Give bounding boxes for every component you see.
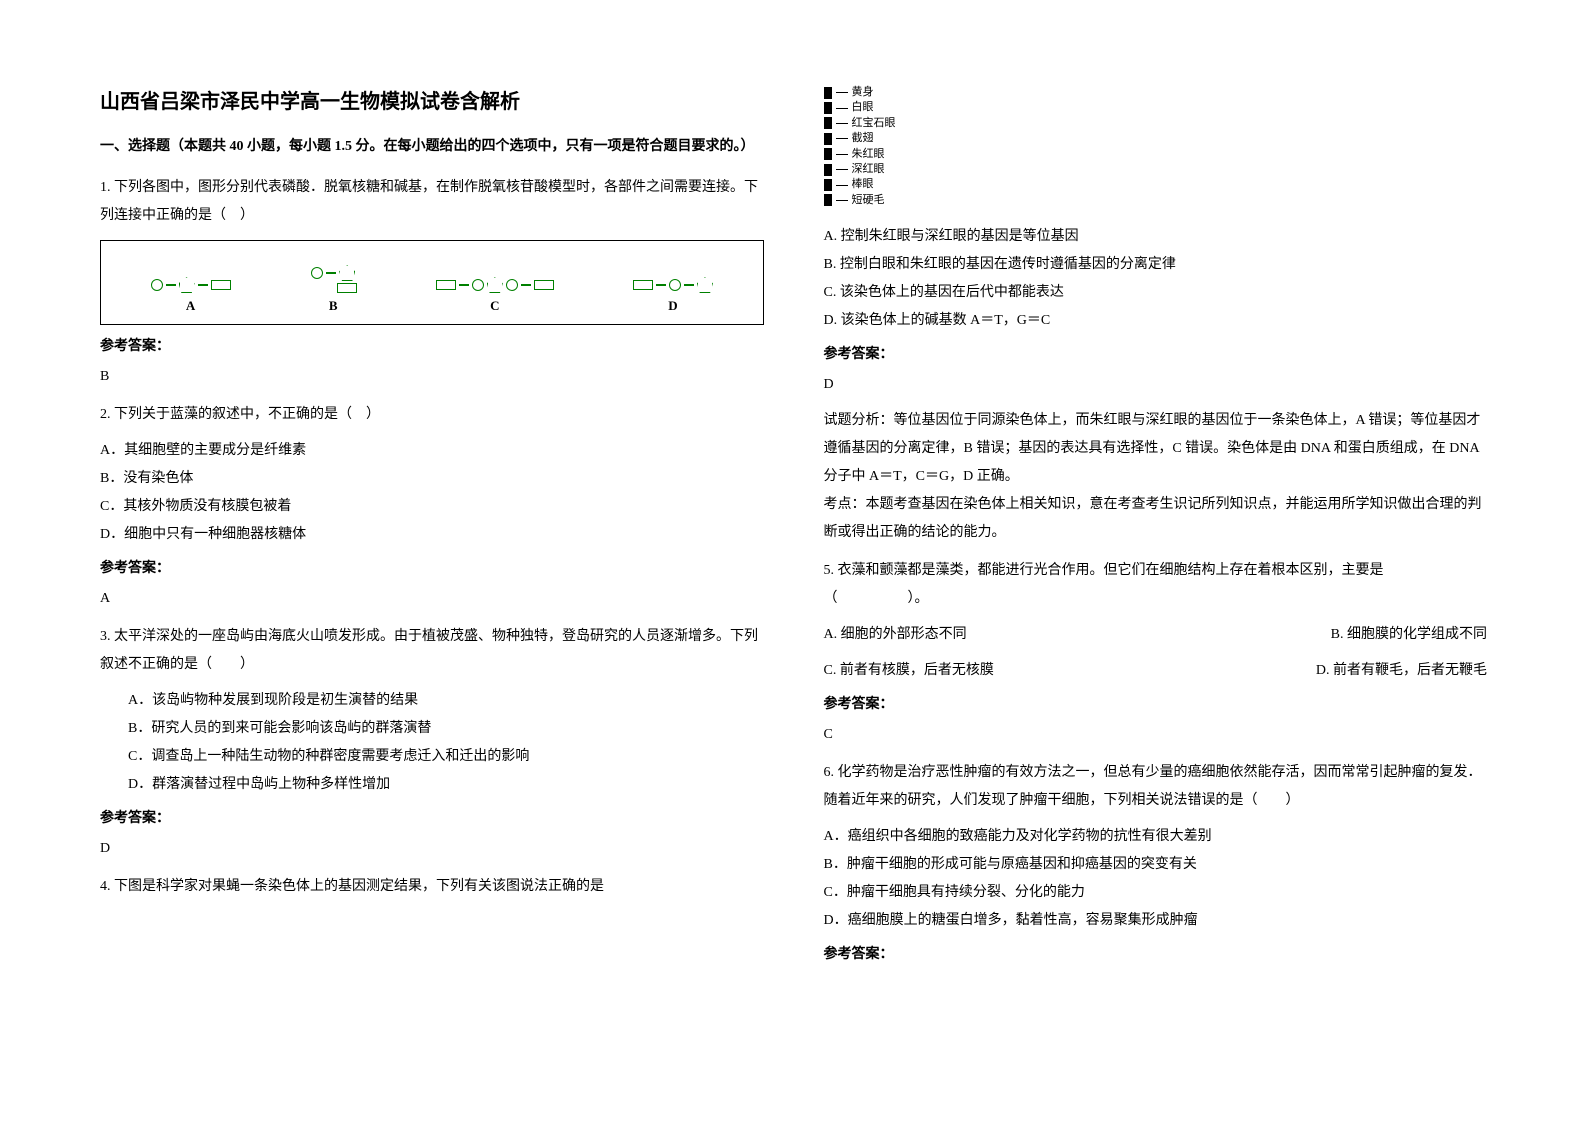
q5-option-a: A. 细胞的外部形态不同 <box>824 621 967 649</box>
diagram-label-d: D <box>668 298 677 314</box>
q1-diagram: A B C <box>100 240 764 325</box>
question-3-text: 3. 太平洋深处的一座岛屿由海底火山喷发形成。由于植被茂盛、物种独特，登岛研究的… <box>100 623 764 679</box>
left-column: 山西省吕梁市泽民中学高一生物模拟试卷含解析 一、选择题（本题共 40 小题，每小… <box>100 85 764 973</box>
legend-item-0: 黄身 <box>824 85 1488 100</box>
q4-legend: 黄身 白眼 红宝石眼 截翅 朱红眼 深红眼 棒眼 短硬毛 <box>824 85 1488 208</box>
legend-item-2: 红宝石眼 <box>824 116 1488 131</box>
question-4-options: A. 控制朱红眼与深红眼的基因是等位基因 B. 控制白眼和朱红眼的基因在遗传时遵… <box>824 223 1488 547</box>
question-5: 5. 衣藻和颤藻都是藻类，都能进行光合作用。但它们在细胞结构上存在着根本区别，主… <box>824 557 1488 749</box>
q6-option-d: D．癌细胞膜上的糖蛋白增多，黏着性高，容易聚集形成肿瘤 <box>824 907 1488 935</box>
q3-answer-label: 参考答案： <box>100 807 764 827</box>
q1-answer: B <box>100 363 764 391</box>
q3-option-a: A．该岛屿物种发展到现阶段是初生演替的结果 <box>128 687 764 715</box>
legend-item-6: 棒眼 <box>824 177 1488 192</box>
q6-option-a: A．癌组织中各细胞的致癌能力及对化学药物的抗性有很大差别 <box>824 823 1488 851</box>
diagram-label-b: B <box>329 298 338 314</box>
q2-option-a: A．其细胞壁的主要成分是纤维素 <box>100 437 764 465</box>
q4-option-d: D. 该染色体上的碱基数 A＝T，G＝C <box>824 307 1488 335</box>
q4-note: 考点：本题考查基因在染色体上相关知识，意在考查考生识记所列知识点，并能运用所学知… <box>824 491 1488 547</box>
question-4-start: 4. 下图是科学家对果蝇一条染色体上的基因测定结果，下列有关该图说法正确的是 <box>100 873 764 901</box>
diagram-label-c: C <box>490 298 499 314</box>
q5-answer: C <box>824 721 1488 749</box>
q5-option-b: B. 细胞膜的化学组成不同 <box>1331 621 1487 649</box>
q5-options-row1: A. 细胞的外部形态不同 B. 细胞膜的化学组成不同 <box>824 621 1488 649</box>
q4-option-b: B. 控制白眼和朱红眼的基因在遗传时遵循基因的分离定律 <box>824 251 1488 279</box>
q3-option-d: D．群落演替过程中岛屿上物种多样性增加 <box>128 771 764 799</box>
q4-option-c: C. 该染色体上的基因在后代中都能表达 <box>824 279 1488 307</box>
question-5-text: 5. 衣藻和颤藻都是藻类，都能进行光合作用。但它们在细胞结构上存在着根本区别，主… <box>824 557 1488 613</box>
diagram-option-a: A <box>151 277 231 314</box>
q6-option-c: C．肿瘤干细胞具有持续分裂、分化的能力 <box>824 879 1488 907</box>
question-6: 6. 化学药物是治疗恶性肿瘤的有效方法之一，但总有少量的癌细胞依然能存活，因而常… <box>824 759 1488 963</box>
q2-option-b: B．没有染色体 <box>100 465 764 493</box>
q3-option-b: B．研究人员的到来可能会影响该岛屿的群落演替 <box>128 715 764 743</box>
q3-options: A．该岛屿物种发展到现阶段是初生演替的结果 B．研究人员的到来可能会影响该岛屿的… <box>128 687 764 799</box>
diagram-option-c: C <box>436 277 554 314</box>
question-6-text: 6. 化学药物是治疗恶性肿瘤的有效方法之一，但总有少量的癌细胞依然能存活，因而常… <box>824 759 1488 815</box>
question-3: 3. 太平洋深处的一座岛屿由海底火山喷发形成。由于植被茂盛、物种独特，登岛研究的… <box>100 623 764 863</box>
q1-answer-label: 参考答案： <box>100 335 764 355</box>
section-1-heading: 一、选择题（本题共 40 小题，每小题 1.5 分。在每小题给出的四个选项中，只… <box>100 134 764 159</box>
question-1: 1. 下列各图中，图形分别代表磷酸．脱氧核糖和碱基，在制作脱氧核苷酸模型时，各部… <box>100 174 764 391</box>
legend-item-7: 短硬毛 <box>824 193 1488 208</box>
q5-options-row2: C. 前者有核膜，后者无核膜 D. 前者有鞭毛，后者无鞭毛 <box>824 657 1488 685</box>
legend-item-4: 朱红眼 <box>824 147 1488 162</box>
q2-option-c: C．其核外物质没有核膜包被着 <box>100 493 764 521</box>
question-1-text: 1. 下列各图中，图形分别代表磷酸．脱氧核糖和碱基，在制作脱氧核苷酸模型时，各部… <box>100 174 764 230</box>
diagram-option-b: B <box>310 265 357 314</box>
q3-option-c: C．调查岛上一种陆生动物的种群密度需要考虑迁入和迁出的影响 <box>128 743 764 771</box>
q5-option-d: D. 前者有鞭毛，后者无鞭毛 <box>1316 657 1487 685</box>
q2-answer: A <box>100 585 764 613</box>
diagram-label-a: A <box>186 298 195 314</box>
q5-option-c: C. 前者有核膜，后者无核膜 <box>824 657 994 685</box>
q4-explanation: 试题分析：等位基因位于同源染色体上，而朱红眼与深红眼的基因位于一条染色体上，A … <box>824 407 1488 491</box>
q2-answer-label: 参考答案： <box>100 557 764 577</box>
right-column: 黄身 白眼 红宝石眼 截翅 朱红眼 深红眼 棒眼 短硬毛 A. 控制朱红眼与深红… <box>824 85 1488 973</box>
legend-item-3: 截翅 <box>824 131 1488 146</box>
q6-option-b: B．肿瘤干细胞的形成可能与原癌基因和抑癌基因的突变有关 <box>824 851 1488 879</box>
question-4-text: 4. 下图是科学家对果蝇一条染色体上的基因测定结果，下列有关该图说法正确的是 <box>100 873 764 901</box>
q4-answer-label: 参考答案： <box>824 343 1488 363</box>
q5-answer-label: 参考答案： <box>824 693 1488 713</box>
question-2-text: 2. 下列关于蓝藻的叙述中，不正确的是（ ） <box>100 401 764 429</box>
q2-option-d: D．细胞中只有一种细胞器核糖体 <box>100 521 764 549</box>
diagram-option-d: D <box>633 277 713 314</box>
legend-item-5: 深红眼 <box>824 162 1488 177</box>
question-2: 2. 下列关于蓝藻的叙述中，不正确的是（ ） A．其细胞壁的主要成分是纤维素 B… <box>100 401 764 613</box>
q6-answer-label: 参考答案： <box>824 943 1488 963</box>
q4-answer: D <box>824 371 1488 399</box>
legend-item-1: 白眼 <box>824 100 1488 115</box>
page-container: 山西省吕梁市泽民中学高一生物模拟试卷含解析 一、选择题（本题共 40 小题，每小… <box>0 0 1587 1013</box>
q4-option-a: A. 控制朱红眼与深红眼的基因是等位基因 <box>824 223 1488 251</box>
q3-answer: D <box>100 835 764 863</box>
page-title: 山西省吕梁市泽民中学高一生物模拟试卷含解析 <box>100 85 764 114</box>
